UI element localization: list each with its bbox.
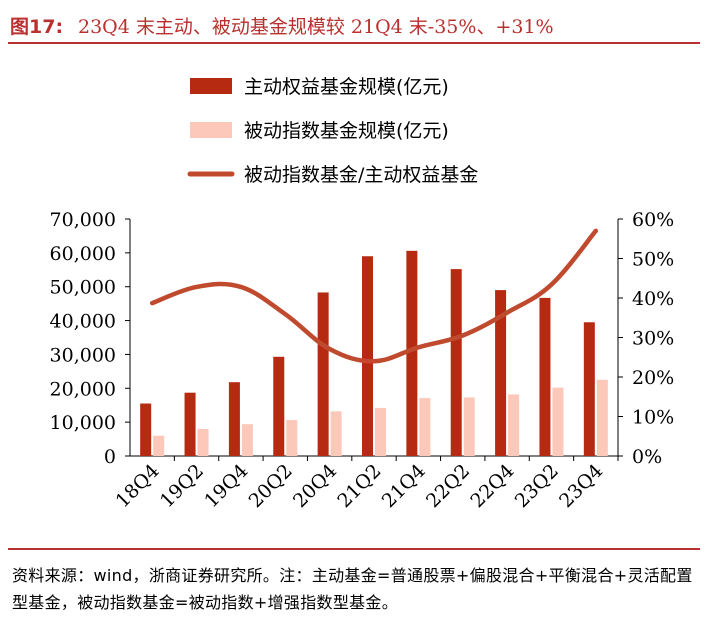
bar-passive-index (419, 398, 431, 456)
y-left-tick-label: 50,000 (50, 277, 116, 299)
legend-label-active: 主动权益基金规模(亿元) (244, 76, 449, 98)
bar-active-equity (406, 250, 418, 456)
y-right-tick-label: 0% (632, 446, 662, 468)
legend-label-passive: 被动指数基金规模(亿元) (244, 120, 449, 142)
x-tick-label: 21Q4 (378, 460, 430, 512)
bar-active-equity (362, 256, 373, 456)
bar-passive-index (508, 394, 520, 456)
x-tick-label: 19Q2 (156, 460, 208, 512)
bar-passive-index (286, 420, 298, 456)
x-tick-label: 19Q4 (200, 460, 252, 512)
chart: 主动权益基金规模(亿元) 被动指数基金规模(亿元) 被动指数基金/主动权益基金 0 10… (50, 76, 675, 512)
ratio-line (149, 228, 599, 364)
y-right-tick-label: 60% (632, 209, 674, 231)
bar-passive-index (197, 428, 209, 456)
bar-passive-index (463, 397, 475, 456)
x-tick-label: 22Q2 (422, 460, 474, 512)
bar-active-equity (450, 269, 462, 456)
title-bar: 图17: 23Q4 末主动、被动基金规模较 21Q4 末-35%、+31% (8, 6, 700, 44)
bar-passive-index (552, 387, 564, 456)
legend-swatch-passive (190, 122, 232, 138)
x-tick-label: 23Q4 (555, 460, 607, 512)
bar-active-equity (140, 403, 152, 456)
bar-active-equity (539, 297, 551, 456)
x-tick-label: 21Q2 (333, 460, 385, 512)
y-left-tick-label: 60,000 (50, 243, 116, 265)
bar-passive-index (330, 411, 342, 456)
y-right-tick-label: 10% (632, 407, 674, 429)
y-left-tick-label: 30,000 (50, 344, 116, 366)
source-bar: 资料来源：wind，浙商证券研究所。注：主动基金=普通股票+偏股混合+平衡混合+… (8, 548, 700, 612)
bar-active-equity (184, 392, 196, 456)
x-tick-label: 18Q4 (112, 460, 164, 512)
x-tick-label: 20Q4 (289, 460, 341, 512)
bar-passive-index (241, 424, 253, 456)
legend-label-ratio: 被动指数基金/主动权益基金 (244, 164, 478, 186)
bar-active-equity (228, 382, 240, 456)
y-left-tick-label: 0 (104, 446, 116, 468)
y-right-tick-label: 50% (632, 249, 674, 271)
bar-passive-index (596, 379, 608, 456)
bar-active-equity (273, 356, 285, 456)
y-left-tick-label: 10,000 (50, 412, 116, 434)
y-left-tick-label: 70,000 (50, 209, 116, 231)
x-tick-label: 22Q4 (466, 460, 518, 512)
y-right-tick-label: 20% (632, 367, 674, 389)
bar-active-equity (317, 292, 329, 456)
x-tick-label: 20Q2 (245, 460, 297, 512)
bar-passive-index (153, 435, 165, 456)
bar-active-equity (495, 290, 507, 456)
legend-swatch-active (190, 78, 232, 94)
figure-title: 23Q4 末主动、被动基金规模较 21Q4 末-35%、+31% (78, 16, 554, 38)
figure-label: 图17: (10, 16, 64, 38)
y-left-tick-label: 20,000 (50, 378, 116, 400)
bar-active-equity (583, 322, 595, 456)
y-right-tick-label: 40% (632, 288, 674, 310)
source-note: 资料来源：wind，浙商证券研究所。注：主动基金=普通股票+偏股混合+平衡混合+… (12, 566, 693, 612)
y-left-tick-label: 40,000 (50, 311, 116, 333)
x-tick-label: 23Q2 (511, 460, 563, 512)
y-right-tick-label: 30% (632, 328, 674, 350)
bar-passive-index (375, 407, 386, 456)
